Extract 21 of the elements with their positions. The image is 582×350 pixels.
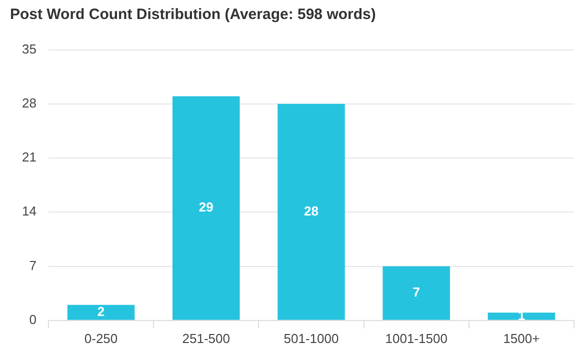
bar (278, 104, 345, 320)
bar (67, 304, 135, 320)
x-tick-label: 251-500 (182, 330, 230, 346)
y-tick-label: 14 (22, 204, 36, 219)
data-label: 7 (412, 284, 420, 300)
y-tick-label: 35 (22, 41, 36, 56)
y-tick-label: 21 (22, 150, 36, 165)
bar (488, 312, 556, 320)
y-tick-label: 7 (29, 258, 36, 273)
bar (172, 96, 240, 320)
data-label: 28 (304, 203, 318, 218)
x-tick-label: 1001-1500 (385, 330, 448, 346)
x-tick-label: 0-250 (84, 330, 118, 346)
y-tick-label: 28 (22, 96, 36, 110)
chart-title: Post Word Count Distribution (Average: 598 words) (10, 6, 376, 23)
x-tick-label: 501-1000 (284, 330, 339, 346)
y-tick-label: 0 (29, 312, 36, 327)
data-label: 29 (198, 200, 214, 215)
bar (382, 266, 450, 320)
x-tick-label: 1500+ (503, 330, 540, 346)
data-label: 2 (97, 304, 105, 319)
